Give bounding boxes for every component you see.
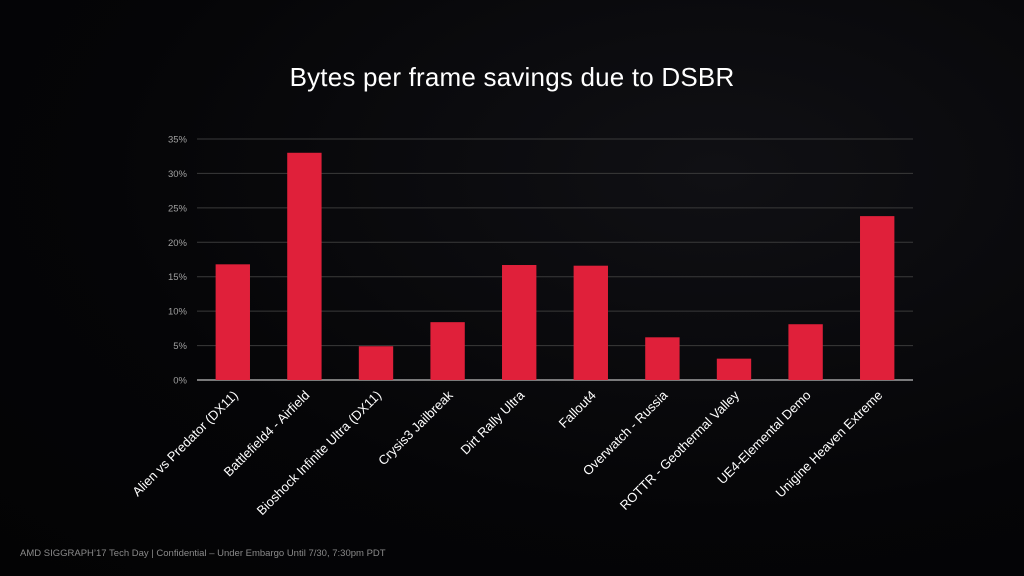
x-tick-label: Crysis3 Jailbreak — [375, 387, 456, 468]
y-tick-label: 0% — [173, 376, 187, 387]
x-tick-label: Fallout4 — [556, 388, 599, 431]
bar — [502, 265, 537, 380]
bar — [645, 337, 680, 380]
bar — [287, 152, 322, 380]
bar — [573, 265, 608, 380]
footer-text: AMD SIGGRAPH’17 Tech Day | Confidential … — [20, 548, 386, 559]
y-tick-label: 15% — [168, 272, 188, 283]
x-tick-label: Dirt Rally Ultra — [457, 387, 527, 457]
x-tick-label: Bioshock Infinite Ultra (DX11) — [254, 388, 384, 518]
x-axis-ticks: Alien vs Predator (DX11)Battlefield4 - A… — [129, 387, 885, 518]
y-tick-label: 10% — [168, 307, 188, 318]
chart-title: Bytes per frame savings due to DSBR — [289, 62, 735, 92]
bars — [215, 152, 895, 380]
bar — [716, 358, 752, 380]
bar — [215, 264, 250, 380]
y-tick-label: 25% — [168, 203, 188, 214]
x-tick-label: ROTTR - Geothermal Valley — [617, 387, 743, 513]
bar — [430, 322, 465, 380]
bar — [860, 216, 895, 380]
bar — [788, 324, 823, 380]
x-tick-label: Alien vs Predator (DX11) — [129, 388, 241, 500]
y-tick-label: 35% — [168, 135, 188, 146]
y-tick-label: 5% — [173, 341, 187, 352]
y-tick-label: 30% — [168, 169, 188, 180]
y-axis-ticks: 0% 5% 10% 15% 20% 25% 30% 35% — [168, 135, 188, 387]
y-tick-label: 20% — [168, 238, 188, 249]
bar — [358, 346, 394, 380]
